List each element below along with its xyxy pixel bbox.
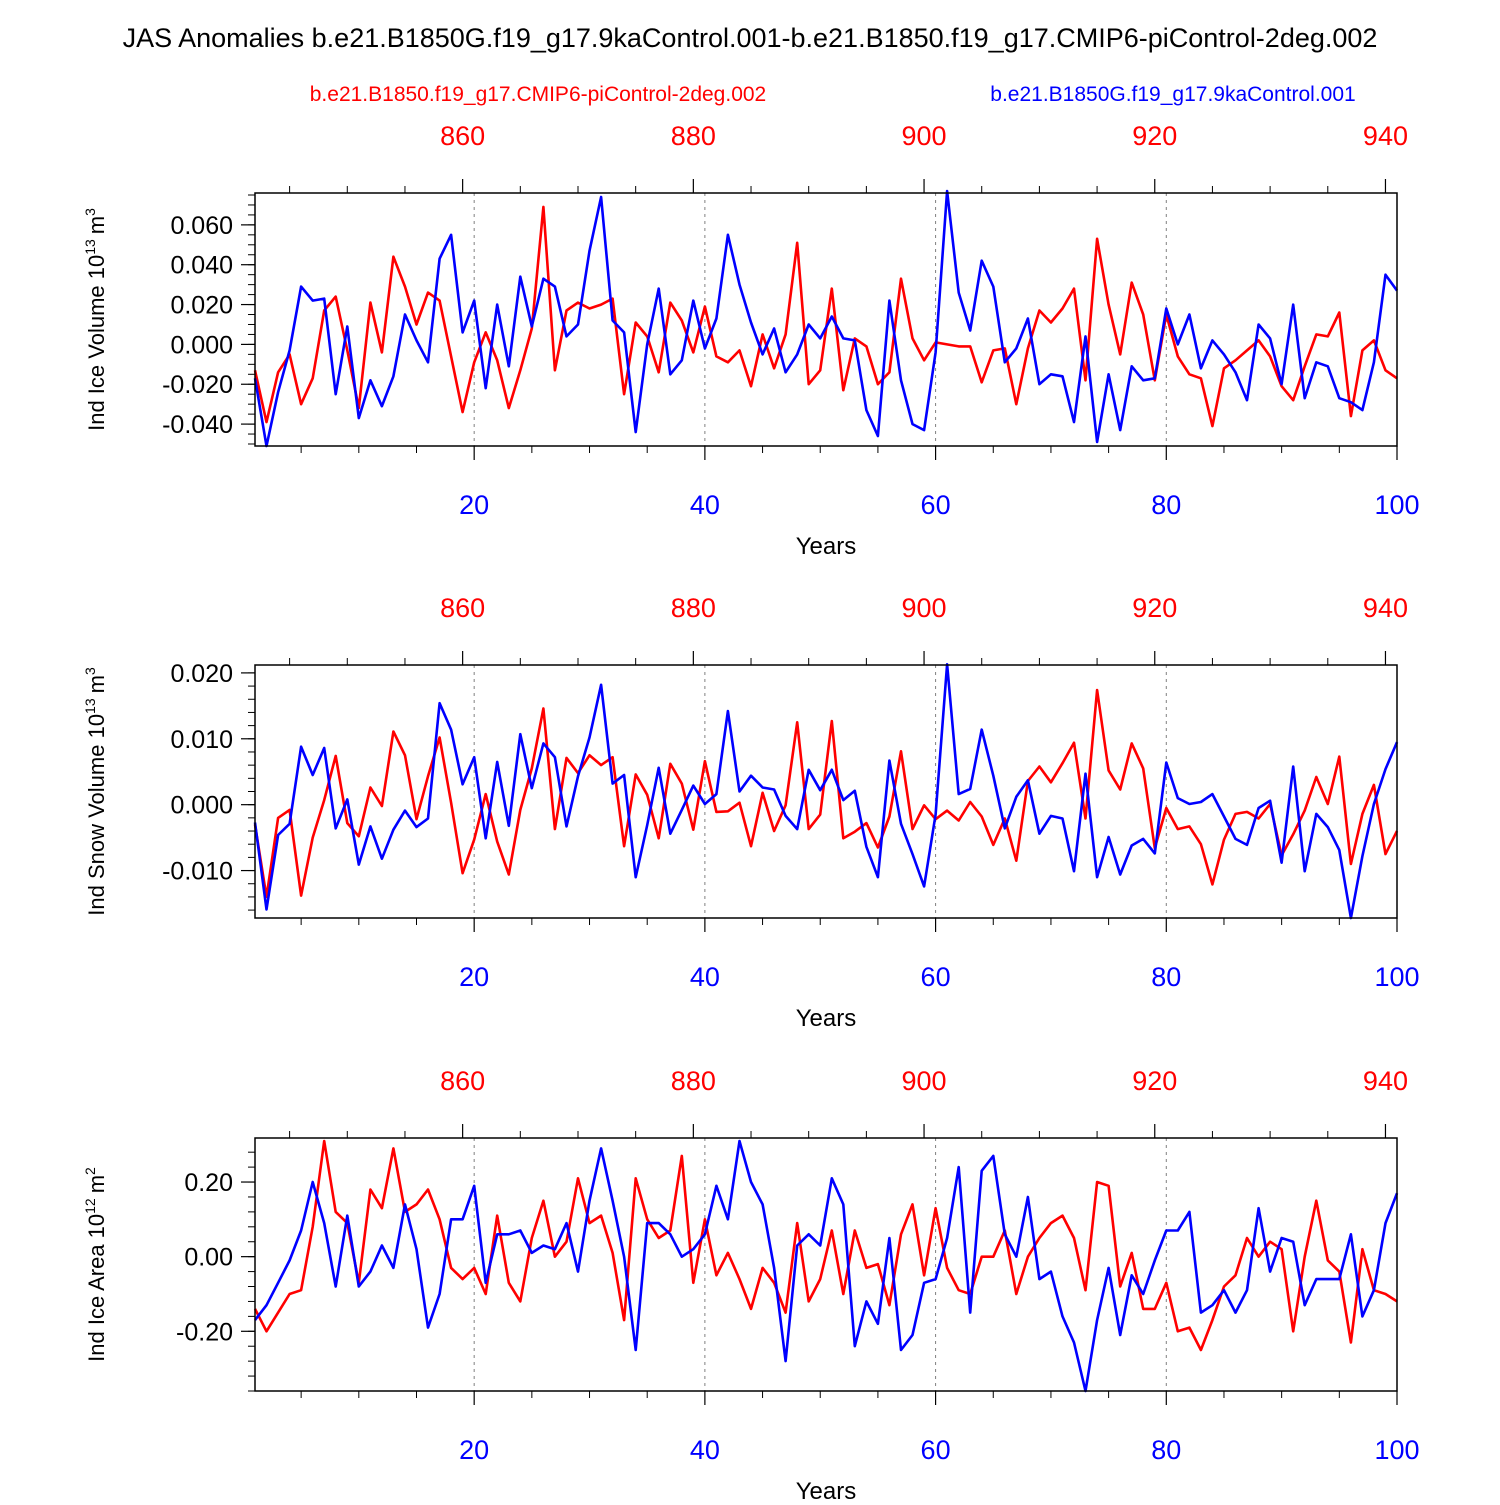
y-tick-label: -0.010 <box>162 858 233 886</box>
y-tick-label: -0.020 <box>162 371 233 399</box>
x-tick-label: 80 <box>1151 962 1181 992</box>
y-tick-label: 0.060 <box>170 212 233 240</box>
top-x-tick-label: 860 <box>440 121 485 151</box>
x-axis-title: Years <box>796 533 857 560</box>
plot-frame <box>254 664 1398 919</box>
y-tick-label: 0.040 <box>170 252 233 280</box>
legend-label-experiment: b.e21.B1850G.f19_g17.9kaControl.001 <box>990 83 1355 106</box>
y-axis-title-unit: m <box>84 1175 109 1193</box>
chart-panel-3: 20 40 60 80 100 860 880 900 920 940 -0.20 0.00 0.20 Y… <box>82 1066 1420 1505</box>
y-axis-title-unit-exponent: 3 <box>82 667 98 675</box>
y-tick-label: 0.000 <box>170 792 233 820</box>
y-axis-title-unit: m <box>84 216 109 234</box>
top-x-tick-label: 900 <box>902 121 947 151</box>
x-tick-label: 100 <box>1374 1435 1419 1465</box>
y-tick-label: 0.010 <box>170 726 233 754</box>
top-x-tick-label: 940 <box>1363 1066 1408 1096</box>
top-x-tick-label: 860 <box>440 1066 485 1096</box>
y-axis-title-unit: m <box>84 675 109 693</box>
x-tick-label: 40 <box>690 490 720 520</box>
y-axis-title-text: Ind Snow Volume 10 <box>84 714 109 916</box>
y-axis-title-unit-exponent: 2 <box>82 1167 98 1175</box>
x-tick-label: 20 <box>459 1435 489 1465</box>
y-axis-title-text: Ind Ice Area 10 <box>84 1214 109 1362</box>
y-tick-label: 0.020 <box>170 292 233 320</box>
y-tick-label: -0.040 <box>162 411 233 439</box>
top-x-tick-label: 920 <box>1132 593 1177 623</box>
series-line-experiment <box>253 1139 1399 1393</box>
y-tick-label: 0.000 <box>170 331 233 359</box>
x-tick-label: 100 <box>1374 490 1419 520</box>
y-axis-title-exponent: 12 <box>82 1198 98 1214</box>
y-axis-title: Ind Snow Volume 1013 m3 <box>82 667 109 916</box>
top-x-tick-label: 880 <box>671 121 716 151</box>
top-x-tick-label: 920 <box>1132 1066 1177 1096</box>
x-tick-label: 80 <box>1151 1435 1181 1465</box>
series-line-control <box>253 688 1399 899</box>
top-x-tick-label: 940 <box>1363 121 1408 151</box>
y-axis-title-exponent: 13 <box>82 239 98 255</box>
x-tick-label: 100 <box>1374 962 1419 992</box>
top-x-tick-label: 920 <box>1132 121 1177 151</box>
y-axis-title: Ind Ice Area 1012 m2 <box>82 1167 109 1362</box>
y-tick-label: -0.20 <box>176 1318 233 1346</box>
x-tick-label: 60 <box>921 962 951 992</box>
series-line-control <box>253 1139 1398 1352</box>
legend-label-control: b.e21.B1850.f19_g17.CMIP6-piControl-2deg… <box>310 83 766 106</box>
x-tick-label: 20 <box>459 490 489 520</box>
x-tick-label: 60 <box>921 490 951 520</box>
series-line-control <box>253 205 1398 428</box>
plot-frame <box>254 192 1398 447</box>
top-x-tick-label: 940 <box>1363 593 1408 623</box>
top-x-tick-label: 860 <box>440 593 485 623</box>
top-x-tick-label: 900 <box>902 1066 947 1096</box>
x-tick-label: 20 <box>459 962 489 992</box>
top-x-tick-label: 880 <box>671 1066 716 1096</box>
plot-frame <box>254 1137 1398 1392</box>
x-tick-label: 80 <box>1151 490 1181 520</box>
series-line-experiment <box>253 662 1399 920</box>
series-line-experiment <box>253 189 1399 448</box>
y-axis-title-exponent: 13 <box>82 698 98 714</box>
chart-panel-1: 20 40 60 80 100 860 880 900 920 940 -0.040 -0.020 0.… <box>82 121 1420 560</box>
chart-title: JAS Anomalies b.e21.B1850G.f19_g17.9kaCo… <box>123 23 1378 53</box>
top-x-tick-label: 900 <box>902 593 947 623</box>
y-axis-title-text: Ind Ice Volume 10 <box>84 255 109 431</box>
y-axis-title-unit-exponent: 3 <box>82 208 98 216</box>
x-tick-label: 40 <box>690 962 720 992</box>
x-axis-title: Years <box>796 1478 857 1500</box>
y-axis-title: Ind Ice Volume 1013 m3 <box>82 208 109 431</box>
y-tick-label: 0.020 <box>170 660 233 688</box>
y-tick-label: 0.20 <box>184 1169 233 1197</box>
y-tick-label: 0.00 <box>184 1244 233 1272</box>
top-x-tick-label: 880 <box>671 593 716 623</box>
x-axis-title: Years <box>796 1005 857 1032</box>
x-tick-label: 40 <box>690 1435 720 1465</box>
x-tick-label: 60 <box>921 1435 951 1465</box>
chart-panel-2: 20 40 60 80 100 860 880 900 920 940 -0.010 0.000 0.0… <box>82 593 1420 1032</box>
